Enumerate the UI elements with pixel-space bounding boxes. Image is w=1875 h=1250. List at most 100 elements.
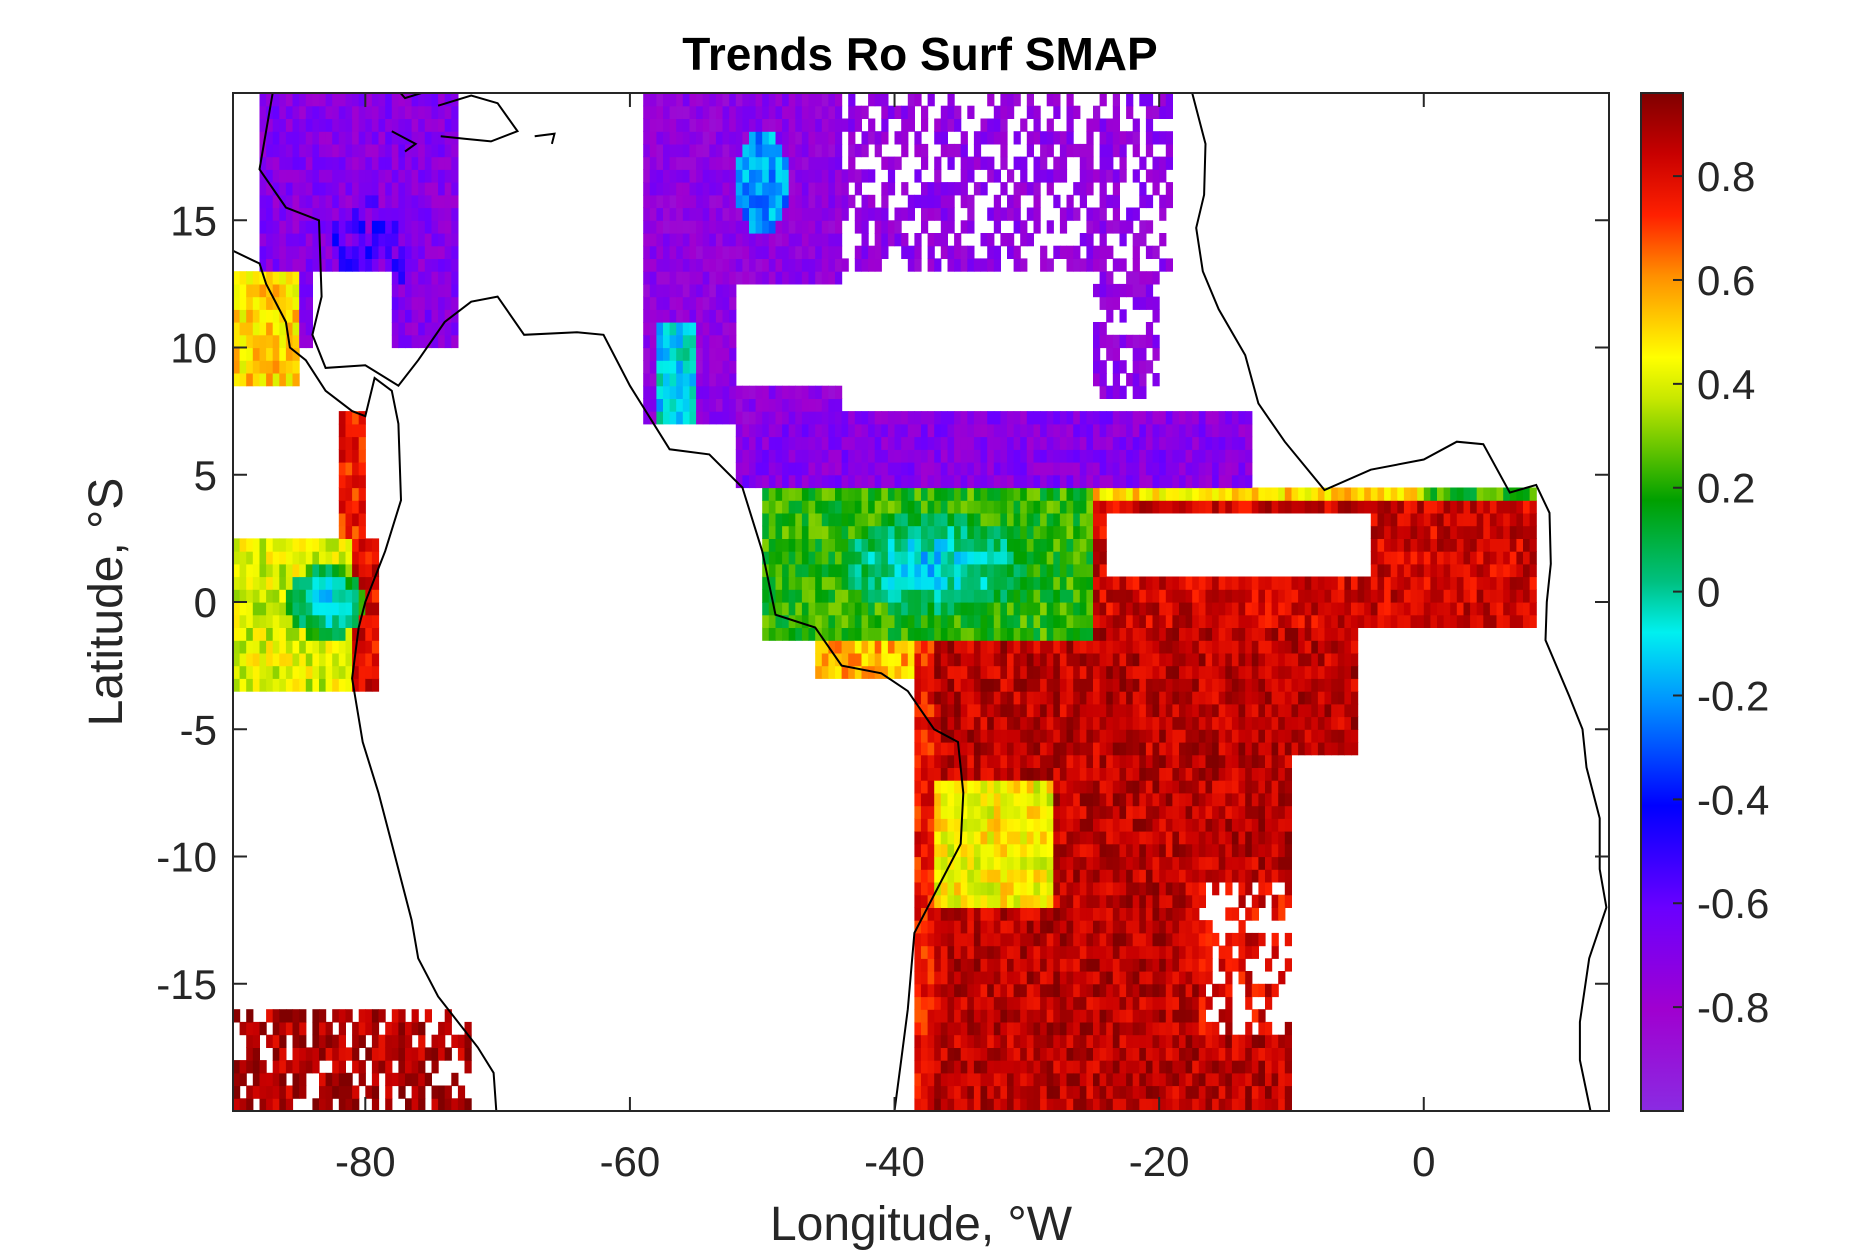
heatmap-cell: [358, 207, 366, 221]
heatmap-cell: [828, 627, 836, 641]
heatmap-cell: [1159, 131, 1167, 145]
heatmap-cell: [1040, 920, 1048, 934]
heatmap-cell: [901, 640, 909, 654]
heatmap-cell: [1079, 1060, 1087, 1074]
heatmap-cell: [894, 474, 902, 489]
heatmap-cell: [1059, 1021, 1068, 1036]
heatmap-cell: [285, 551, 294, 565]
heatmap-cell: [431, 322, 439, 336]
heatmap-cell: [987, 93, 995, 107]
heatmap-cell: [444, 322, 452, 336]
heatmap-cell: [398, 258, 406, 272]
heatmap-cell: [1046, 869, 1054, 883]
heatmap-cell: [729, 411, 737, 425]
heatmap-cell: [1106, 411, 1114, 425]
heatmap-cell: [828, 462, 836, 476]
heatmap-cell: [1093, 105, 1101, 119]
heatmap-cell: [365, 602, 373, 616]
heatmap-cell: [1145, 143, 1154, 158]
heatmap-cell: [1185, 423, 1193, 438]
heatmap-cell: [715, 194, 724, 209]
heatmap-cell: [398, 194, 406, 209]
heatmap-cell: [1013, 831, 1021, 845]
heatmap-cell: [874, 207, 882, 221]
heatmap-cell: [854, 576, 862, 590]
heatmap-cell: [861, 436, 869, 450]
heatmap-cell: [411, 309, 419, 323]
heatmap-cell: [980, 920, 988, 934]
heatmap-cell: [451, 271, 459, 285]
heatmap-cell: [735, 449, 743, 463]
heatmap-cell: [954, 512, 962, 527]
heatmap-cell: [1033, 423, 1041, 438]
heatmap-cell: [398, 93, 406, 107]
heatmap-cell: [1099, 245, 1107, 259]
heatmap-cell: [358, 258, 366, 272]
heatmap-cell: [305, 551, 313, 565]
heatmap-cell: [1145, 945, 1154, 959]
heatmap-cell: [815, 589, 823, 603]
heatmap-cell: [901, 131, 909, 145]
heatmap-cell: [1106, 920, 1114, 934]
heatmap-cell: [305, 194, 313, 209]
heatmap-cell: [656, 169, 664, 183]
heatmap-cell: [1132, 576, 1140, 590]
heatmap-cell: [689, 309, 697, 323]
heatmap-cell: [1139, 614, 1147, 628]
heatmap-cell: [709, 309, 717, 323]
heatmap-cell: [279, 143, 287, 158]
heatmap-cell: [715, 105, 724, 119]
heatmap-cell: [801, 500, 810, 514]
heatmap-cell: [649, 220, 657, 234]
heatmap-cell: [305, 563, 313, 578]
heatmap-cell: [821, 525, 829, 539]
heatmap-cell: [1192, 1034, 1200, 1048]
heatmap-cell: [259, 245, 267, 259]
heatmap-cell: [411, 1047, 419, 1061]
heatmap-cell: [345, 182, 353, 196]
heatmap-cell: [1093, 1021, 1101, 1036]
heatmap-cell: [1026, 703, 1034, 718]
heatmap-cell: [1165, 1021, 1173, 1036]
heatmap-cell: [1059, 780, 1068, 794]
heatmap-cell: [835, 411, 843, 425]
heatmap-cell: [1099, 131, 1107, 145]
heatmap-cell: [821, 156, 829, 170]
heatmap-cell: [292, 360, 300, 374]
heatmap-cell: [1112, 347, 1120, 361]
heatmap-cell: [788, 93, 796, 107]
heatmap-cell: [967, 882, 975, 896]
heatmap-cell: [345, 665, 353, 679]
heatmap-cell: [1093, 869, 1101, 883]
heatmap-cell: [643, 283, 651, 298]
heatmap-cell: [987, 487, 995, 501]
heatmap-cell: [332, 1047, 340, 1061]
heatmap-cell: [874, 551, 882, 565]
heatmap-cell: [266, 665, 274, 679]
heatmap-cell: [980, 691, 988, 705]
heatmap-cell: [1119, 907, 1127, 921]
heatmap-cell: [1073, 792, 1081, 807]
heatmap-cell: [1086, 882, 1094, 896]
heatmap-cell: [272, 1072, 280, 1087]
heatmap-cell: [1106, 856, 1114, 870]
heatmap-cell: [927, 1060, 935, 1074]
heatmap-cell: [1106, 334, 1114, 349]
heatmap-cell: [1020, 907, 1028, 921]
heatmap-cell: [874, 627, 882, 641]
heatmap-cell: [1079, 423, 1087, 438]
heatmap-cell: [914, 831, 922, 845]
heatmap-cell: [1139, 691, 1147, 705]
heatmap-cell: [1179, 958, 1187, 972]
heatmap-cell: [1000, 1060, 1008, 1074]
heatmap-cell: [1119, 716, 1127, 730]
heatmap-cell: [438, 1021, 446, 1036]
heatmap-cell: [1172, 1009, 1180, 1023]
heatmap-cell: [669, 309, 677, 323]
heatmap-cell: [1020, 423, 1028, 438]
heatmap-cell: [722, 169, 730, 183]
heatmap-cell: [967, 538, 975, 552]
heatmap-cell: [987, 996, 995, 1010]
heatmap-cell: [1026, 805, 1034, 819]
heatmap-cell: [676, 131, 684, 145]
